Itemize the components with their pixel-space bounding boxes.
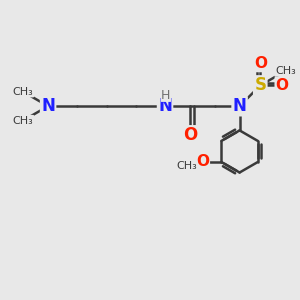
Text: CH₃: CH₃ bbox=[176, 161, 197, 171]
Text: CH₃: CH₃ bbox=[12, 86, 33, 97]
Text: S: S bbox=[254, 76, 266, 94]
Text: N: N bbox=[41, 97, 55, 115]
Text: O: O bbox=[196, 154, 209, 169]
Text: O: O bbox=[183, 126, 197, 144]
Text: O: O bbox=[254, 56, 267, 71]
Text: CH₃: CH₃ bbox=[275, 66, 296, 76]
Text: N: N bbox=[158, 97, 172, 115]
Text: N: N bbox=[233, 97, 247, 115]
Text: H: H bbox=[161, 88, 171, 101]
Text: CH₃: CH₃ bbox=[12, 116, 33, 126]
Text: O: O bbox=[276, 78, 289, 93]
